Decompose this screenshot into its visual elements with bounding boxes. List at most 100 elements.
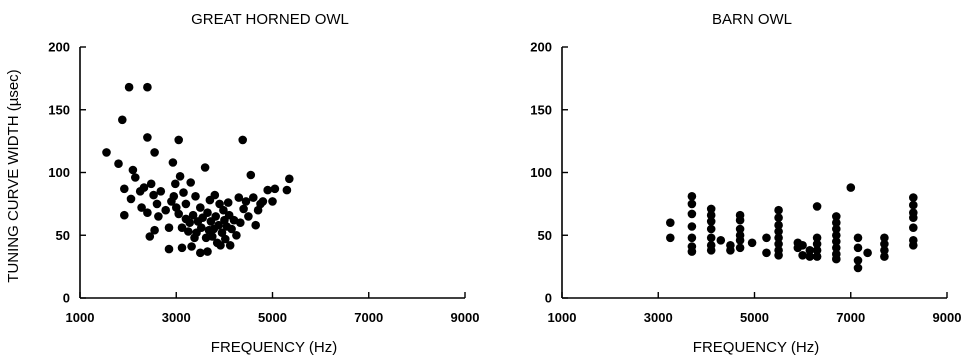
great-horned-owl-data-point bbox=[210, 190, 220, 200]
great-horned-owl-x-axis-label: FREQUENCY (Hz) bbox=[211, 339, 337, 356]
barn-owl-data-point bbox=[774, 239, 783, 249]
great-horned-owl-data-point bbox=[223, 198, 233, 207]
barn-owl-data-point bbox=[832, 243, 841, 253]
great-horned-owl-data-point bbox=[149, 190, 158, 200]
barn-owl-data-point bbox=[853, 233, 863, 243]
great-horned-owl-data-point bbox=[154, 212, 163, 221]
barn-owl-data-point bbox=[706, 210, 716, 220]
great-horned-owl-y-tick-label: 0 bbox=[63, 291, 70, 306]
great-horned-owl-data-point bbox=[146, 179, 156, 189]
great-horned-owl-data-point bbox=[152, 199, 162, 209]
great-horned-owl-data-point bbox=[215, 199, 224, 209]
great-horned-owl-data-point bbox=[227, 224, 236, 234]
great-horned-owl-data-point bbox=[120, 210, 129, 220]
barn-owl-data-point bbox=[812, 252, 822, 261]
barn-owl-y-tick-label: 0 bbox=[545, 291, 552, 306]
barn-owl-data-point bbox=[666, 218, 675, 227]
great-horned-owl-data-point bbox=[169, 192, 179, 201]
great-horned-owl-y-tick-label: 200 bbox=[48, 40, 70, 55]
great-horned-owl-data-point bbox=[196, 203, 205, 212]
great-horned-owl-data-point bbox=[128, 165, 138, 175]
great-horned-owl-data-point bbox=[145, 232, 155, 241]
great-horned-owl-data-point bbox=[249, 193, 258, 202]
great-horned-owl-data-point bbox=[263, 185, 273, 195]
great-horned-owl-data-point bbox=[168, 158, 178, 167]
barn-owl-data-point bbox=[774, 251, 783, 260]
barn-owl-data-point bbox=[726, 246, 735, 255]
great-horned-owl-data-point bbox=[131, 173, 140, 182]
barn-owl-data-point bbox=[880, 233, 889, 243]
great-horned-owl-data-point bbox=[270, 184, 280, 194]
barn-owl-data-point bbox=[706, 217, 716, 226]
great-horned-owl-data-point bbox=[175, 172, 185, 181]
great-horned-owl-data-point bbox=[186, 178, 195, 187]
great-horned-owl-x-tick-label: 7000 bbox=[354, 310, 383, 325]
great-horned-owl-data-point bbox=[137, 203, 146, 212]
great-horned-owl-data-point bbox=[191, 192, 200, 201]
barn-owl-data-point bbox=[706, 224, 716, 234]
great-horned-owl-data-point bbox=[150, 148, 159, 157]
barn-owl-data-point bbox=[774, 233, 783, 243]
barn-owl-data-point bbox=[832, 237, 841, 246]
barn-owl-y-tick-label: 100 bbox=[530, 165, 552, 180]
great-horned-owl-data-point bbox=[225, 241, 235, 250]
barn-owl-x-tick-label: 7000 bbox=[836, 310, 865, 325]
barn-owl-data-point bbox=[909, 213, 918, 222]
barn-owl-x-tick-label: 9000 bbox=[933, 310, 961, 325]
great-horned-owl-data-point bbox=[216, 241, 225, 250]
great-horned-owl-data-point bbox=[177, 223, 187, 232]
barn-owl-data-point bbox=[805, 246, 815, 255]
great-horned-owl-data-point bbox=[102, 148, 111, 157]
great-horned-owl-data-point bbox=[196, 248, 205, 258]
barn-owl-data-point bbox=[666, 233, 675, 243]
barn-owl-data-point bbox=[832, 218, 841, 227]
great-horned-owl-y-tick-label: 50 bbox=[56, 228, 70, 243]
great-horned-owl-data-point bbox=[150, 225, 159, 235]
great-horned-owl-data-point bbox=[184, 227, 193, 236]
great-horned-owl-data-point bbox=[139, 183, 149, 192]
great-horned-owl-data-point bbox=[174, 135, 183, 145]
great-horned-owl-data-point bbox=[188, 210, 198, 220]
great-horned-owl-data-point bbox=[156, 187, 166, 196]
great-horned-owl-data-point bbox=[214, 220, 223, 230]
barn-owl-data-point bbox=[832, 231, 841, 240]
great-horned-owl-data-point bbox=[282, 185, 292, 195]
great-horned-owl-data-point bbox=[164, 244, 174, 254]
barn-owl-data-point bbox=[687, 222, 697, 231]
great-horned-owl-data-point bbox=[124, 82, 134, 92]
barn-owl-data-point bbox=[774, 213, 783, 222]
barn-owl-data-point bbox=[880, 239, 889, 249]
barn-owl-x-tick-label: 3000 bbox=[644, 310, 673, 325]
great-horned-owl-data-point bbox=[203, 208, 212, 217]
barn-owl-data-point bbox=[805, 252, 815, 261]
great-horned-owl-data-point bbox=[143, 133, 152, 142]
barn-owl-data-point bbox=[832, 212, 841, 221]
great-horned-owl-data-point bbox=[143, 208, 152, 217]
barn-owl-data-point bbox=[716, 236, 726, 245]
great-horned-owl-data-point bbox=[246, 170, 256, 180]
great-horned-owl-y-tick-label: 150 bbox=[48, 102, 70, 117]
great-horned-owl-data-point bbox=[238, 135, 247, 145]
barn-owl-data-point bbox=[774, 205, 783, 215]
great-horned-owl-data-point bbox=[208, 232, 217, 241]
great-horned-owl-data-point bbox=[244, 212, 253, 221]
great-horned-owl-x-tick-label: 1000 bbox=[66, 310, 95, 325]
barn-owl-data-point bbox=[706, 246, 716, 255]
barn-owl-data-point bbox=[832, 254, 841, 264]
great-horned-owl-data-point bbox=[258, 197, 268, 206]
great-horned-owl-data-point bbox=[236, 218, 245, 227]
barn-owl-data-point bbox=[735, 215, 745, 225]
barn-owl-x-axis-label: FREQUENCY (Hz) bbox=[693, 339, 819, 356]
great-horned-owl-panel: GREAT HORNED OWL TUNING CURVE WIDTH (µse… bbox=[5, 11, 479, 356]
barn-owl-title: BARN OWL bbox=[712, 11, 792, 28]
barn-owl-data-point bbox=[880, 246, 889, 255]
barn-owl-data-point bbox=[774, 227, 783, 236]
barn-owl-data-point bbox=[832, 224, 841, 234]
great-horned-owl-data-point bbox=[181, 199, 191, 209]
barn-owl-data-point bbox=[687, 199, 697, 209]
barn-owl-data-point bbox=[735, 236, 745, 245]
great-horned-owl-data-point bbox=[187, 242, 196, 251]
great-horned-owl-data-point bbox=[221, 234, 230, 244]
great-horned-owl-data-point bbox=[203, 247, 212, 256]
barn-owl-data-point bbox=[735, 224, 745, 234]
